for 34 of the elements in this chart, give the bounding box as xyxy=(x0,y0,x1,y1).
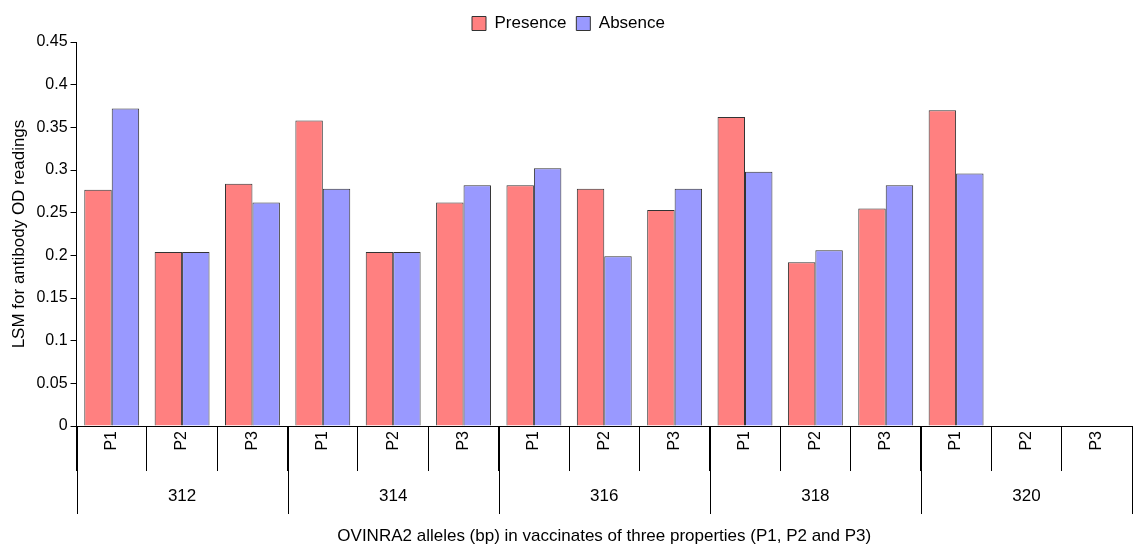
y-tick-label: 0.15 xyxy=(36,288,68,306)
x-tick-label: P1 xyxy=(735,430,753,451)
x-tick-label: P2 xyxy=(594,430,612,451)
x-tick-label: P1 xyxy=(946,430,964,451)
x-tick-label: P3 xyxy=(242,430,260,451)
x-tick-label: P2 xyxy=(1016,430,1034,451)
x-tick-label: P1 xyxy=(313,430,331,451)
x-tick-label: P3 xyxy=(453,430,471,451)
y-tick-label: 0.2 xyxy=(45,245,68,263)
legend-label: Presence xyxy=(494,13,567,33)
x-tick-label: P2 xyxy=(383,430,401,451)
x-tick-label: P2 xyxy=(172,430,190,451)
legend-label: Absence xyxy=(598,13,665,33)
x-tick-label: P3 xyxy=(876,430,894,451)
text: 314 xyxy=(378,485,408,505)
y-tick-label: 0.45 xyxy=(36,32,68,50)
y-tick-label: 0.4 xyxy=(45,75,68,93)
x-tick-label: P3 xyxy=(1087,430,1105,451)
y-tick-label: 0.3 xyxy=(45,160,68,178)
text: 312 xyxy=(167,485,197,505)
x-axis-title: OVINRA2 alleles (bp) in vaccinates of three properties (P1, P2 and P3) xyxy=(337,526,872,546)
x-tick-label: P3 xyxy=(665,430,683,451)
y-tick-label: 0.1 xyxy=(45,331,68,349)
x-tick-label: P1 xyxy=(102,430,120,451)
x-tick-label: P2 xyxy=(805,430,823,451)
text: 316 xyxy=(590,485,619,505)
x-tick-label: P1 xyxy=(524,430,542,451)
y-tick-label: 0 xyxy=(58,416,68,434)
text: 320 xyxy=(1012,485,1041,505)
y-tick-label: 0.05 xyxy=(36,373,68,391)
y-tick-label: 0.35 xyxy=(36,117,68,135)
y-tick-label: 0.25 xyxy=(36,203,68,221)
y-axis-title: LSM for antibody OD readings xyxy=(8,119,28,349)
text: 318 xyxy=(801,485,830,505)
